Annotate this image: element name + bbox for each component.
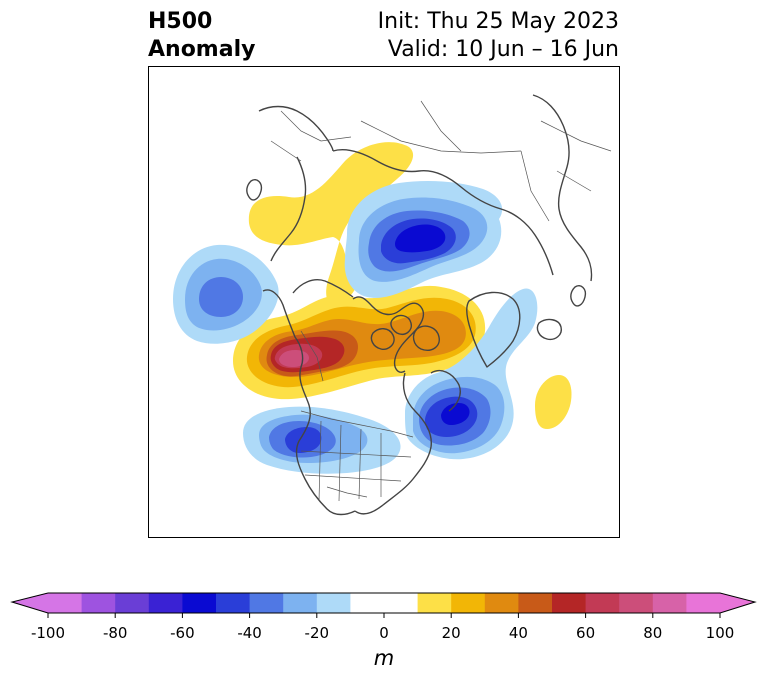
colorbar-bin (686, 593, 721, 613)
colorbar-outline (10, 592, 757, 614)
border-russia-1 (360, 120, 522, 154)
island-arctic-2 (390, 314, 412, 335)
border-europe-1 (520, 150, 550, 222)
coastline-siberia (332, 149, 554, 276)
colorbar-bin (249, 593, 284, 613)
colorbar-extend-max (720, 593, 755, 613)
anomaly-map (148, 66, 620, 538)
colorbar-extend-min (12, 593, 48, 613)
border-asia-1 (280, 110, 352, 142)
coastline-labrador (430, 369, 461, 412)
coastline-greenland (466, 291, 521, 368)
ridge-alaska-canada (233, 285, 486, 400)
colorbar-bin (316, 593, 351, 613)
colorbar-bin (48, 593, 83, 613)
island-japan (246, 179, 263, 201)
colorbar-tick-label: -60 (170, 624, 195, 642)
colorbar-bin (552, 593, 587, 613)
contour-band-30 (199, 277, 243, 317)
colorbar-bin (619, 593, 654, 613)
colorbar-ticks (47, 613, 721, 618)
colorbar-bin (484, 593, 519, 613)
border-us-mexico (326, 486, 368, 498)
title-field-type: Anomaly (148, 37, 256, 62)
contour-band-10 (535, 375, 572, 429)
border-state-2 (338, 424, 342, 502)
border-state-6 (304, 474, 402, 482)
colorbar-tick-label: -80 (102, 624, 128, 642)
colorbar-bin (350, 593, 419, 613)
contour-band-40 (285, 427, 322, 453)
colorbar-tick-label: -100 (30, 624, 66, 642)
colorbar-bin (115, 593, 150, 613)
island-uk (570, 285, 587, 307)
border-asia-2 (270, 140, 302, 162)
border-russia-2 (420, 100, 462, 152)
trough-arctic-siberia (344, 181, 503, 298)
colorbar-bin (182, 593, 217, 613)
trough-western-us (243, 406, 401, 474)
border-europe-2 (556, 170, 592, 192)
coastline-northeast-asia (258, 105, 334, 152)
coastline-north-america-west (262, 289, 356, 516)
colorbar-bin (451, 593, 486, 613)
trough-northwest-atlantic (405, 288, 538, 460)
colorbar-tick-label: 60 (576, 624, 596, 642)
contour-band-10 (248, 142, 414, 306)
colorbar-bins (48, 593, 721, 613)
coastline-hudson-bay (354, 372, 432, 515)
political-borders (270, 100, 612, 502)
coastlines (246, 94, 593, 516)
colorbar-tick-label: 0 (379, 624, 389, 642)
title-right: Init: Thu 25 May 2023 Valid: 10 Jun – 16… (378, 8, 619, 64)
colorbar-bin (216, 593, 251, 613)
ridge-north-canada-greenland (248, 142, 414, 306)
contour-band-50 (441, 403, 470, 425)
colorbar-unit-label: m (373, 646, 395, 670)
colorbar-tick-label: 20 (441, 624, 461, 642)
coastline-europe (532, 94, 593, 282)
colorbar-bin (652, 593, 687, 613)
valid-period: Valid: 10 Jun – 16 Jun (387, 37, 619, 62)
border-europe-3 (540, 120, 612, 152)
title-variable: H500 (148, 9, 213, 34)
colorbar-tick-label: -40 (237, 624, 262, 642)
colorbar-bin (283, 593, 318, 613)
colorbar-bin (585, 593, 620, 613)
coastline-kamchatka (270, 156, 307, 262)
map-canvas (173, 94, 612, 516)
colorbar-tick-label: 100 (705, 624, 735, 642)
island-iceland (536, 318, 562, 341)
coastline-canadian-arctic (352, 296, 425, 373)
ridge-east-atlantic (535, 375, 572, 429)
init-time: Init: Thu 25 May 2023 (377, 9, 619, 34)
colorbar-tick-label: 80 (643, 624, 663, 642)
border-alaska-canada (300, 330, 324, 382)
colorbar-bin (417, 593, 452, 613)
colorbar-tick-label: 40 (508, 624, 528, 642)
island-arctic-1 (370, 328, 395, 350)
colorbar-bin (518, 593, 553, 613)
island-arctic-3 (412, 325, 440, 351)
colorbar-tick-label: -20 (304, 624, 330, 642)
contour-band-70 (279, 350, 309, 367)
trough-central-pacific (173, 244, 279, 344)
border-state-3 (358, 428, 362, 500)
coastline-alaska-north (292, 279, 354, 298)
contour-band-50 (395, 224, 446, 253)
colorbar-bin (81, 593, 116, 613)
border-us-canada (300, 410, 414, 438)
border-state-5 (300, 450, 412, 458)
colorbar-bin (148, 593, 183, 613)
border-state-1 (318, 420, 322, 502)
colorbar (10, 592, 757, 618)
title-left: H500 Anomaly (148, 8, 255, 64)
